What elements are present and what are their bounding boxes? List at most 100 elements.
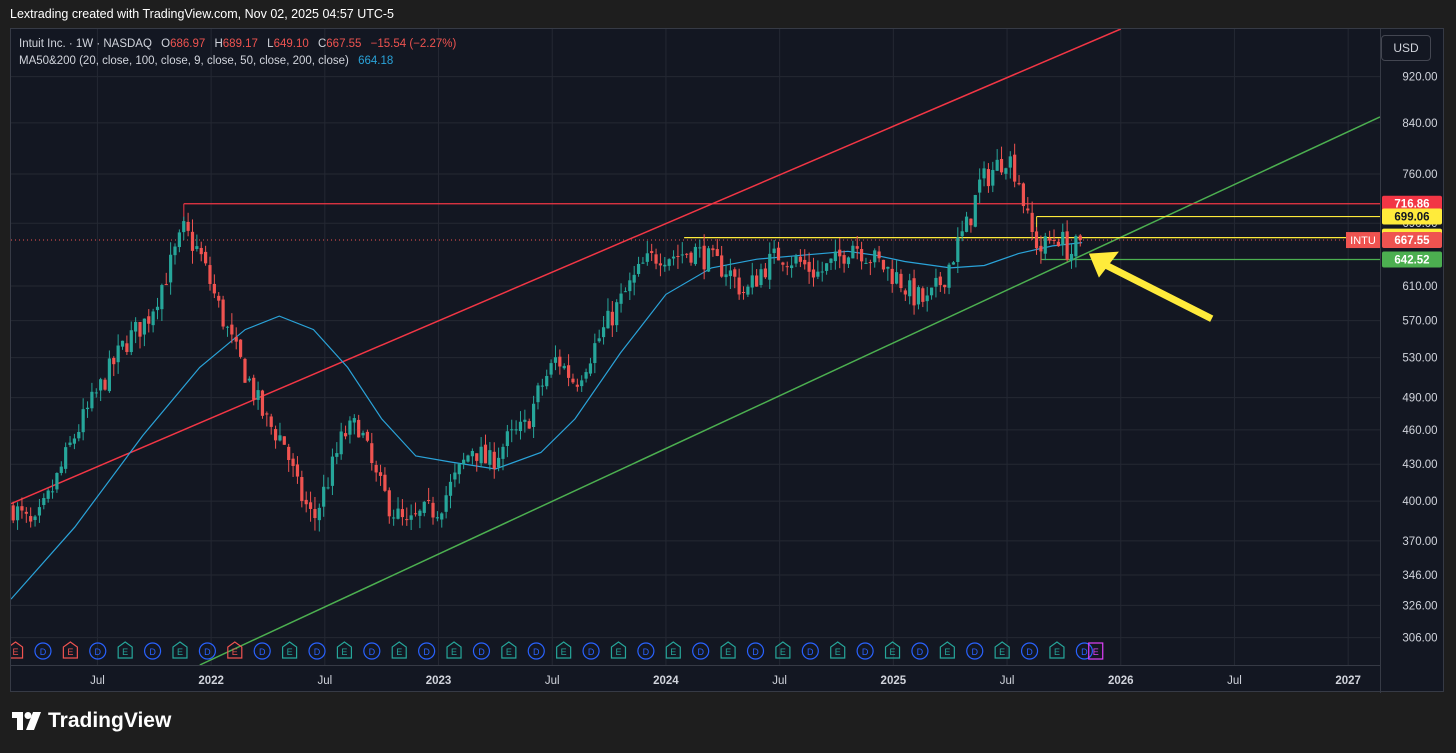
candle-body [308,502,313,509]
candle-body [322,486,326,507]
earnings-marker-shape [720,641,736,659]
candle-body [164,284,168,286]
dividend-marker-shape [143,642,162,660]
candle-body [343,433,348,437]
time-axis-divider [11,665,1380,666]
dividend-marker-shape [527,642,545,660]
candle-body [68,442,72,445]
earnings-marker-label: E [670,647,676,657]
candle-body [1017,183,1021,185]
earnings-marker-label: E [13,647,19,657]
dividend-marker-label: D [588,647,595,657]
earnings-marker-label: E [67,647,73,657]
plot-area [11,29,1380,665]
candle-body [619,293,623,304]
candle-body [488,450,492,465]
candle-body [243,358,247,383]
candle-body [317,507,321,521]
candle-body [514,429,518,431]
candle-body [964,216,969,232]
candle-body [147,316,151,324]
tradingview-logo: TradingView [12,709,171,733]
dividend-marker: D [856,642,874,660]
dividend-marker: D [34,642,52,660]
legend-close: 667.55 [326,38,362,50]
candle-body [1004,168,1008,174]
earnings-marker: E [282,641,298,659]
candle-body [763,268,767,278]
candle-body [15,506,20,521]
dividend-marker-label: D [314,647,321,657]
candle-body [654,254,658,264]
earnings-marker-label: E [944,647,950,657]
candle-body [658,263,663,266]
candle-body [160,285,164,310]
candle-body [46,490,50,499]
dividend-marker: D [637,642,655,660]
candle-body [77,431,81,439]
earnings-marker: E [830,641,846,659]
candle-body [1034,231,1039,249]
candle-body [365,431,370,441]
candle-body [142,318,146,335]
dividend-marker-label: D [259,647,266,657]
dividend-marker: D [911,642,929,660]
time-tick-label: 2024 [653,675,679,687]
time-tick-label: Jul [545,675,560,687]
earnings-marker: E [172,641,188,659]
candle-body [273,429,278,441]
candle-body [94,392,98,394]
earnings-marker: E [775,641,791,659]
candle-body [663,264,667,267]
candle-body [155,306,160,311]
candle-body [291,458,295,466]
earnings-marker: E [610,641,627,659]
candle-body [230,324,234,335]
candle-body [873,250,877,263]
level-price-tag-bg [1382,208,1442,225]
candle-body [208,265,212,284]
candle-body [265,413,269,415]
candle-body [348,420,352,435]
earnings-marker-label: E [506,647,512,657]
earnings-marker-label: E [287,647,293,657]
candle-body [99,379,103,391]
candle-body [921,288,925,302]
earnings-marker: E [11,641,24,659]
dividend-marker-shape [472,642,491,660]
candle-body [929,287,934,296]
last-price-tag-bg [1382,232,1442,249]
candle-body [894,272,899,284]
candle-body [173,246,177,256]
candle-body [1048,238,1052,241]
upcoming-earnings-label: E [1093,647,1099,657]
candle-body [615,302,619,326]
level-price-tag: 642.52 [1382,251,1442,268]
candle-body [247,378,251,381]
price-tick-label: 400.00 [1402,496,1437,508]
candle-body [24,511,28,514]
candle-body [943,284,947,288]
candle-body [112,357,116,365]
dividend-marker-shape [253,642,271,660]
candle-body [510,429,514,431]
candle-body [973,194,977,227]
time-tick-label: Jul [772,675,787,687]
candle-body [81,409,85,433]
candle-body [851,245,855,259]
candle-body [890,268,894,285]
dividend-marker-label: D [149,647,156,657]
candle-body [282,436,286,445]
dividend-marker: D [582,642,600,660]
candle-body [300,477,304,502]
dividend-marker-shape [856,642,874,660]
candle-body [886,266,890,269]
dividend-marker-label: D [917,647,924,657]
candle-body [497,457,501,468]
candle-body [374,464,378,473]
earnings-marker-label: E [232,647,238,657]
currency-button[interactable]: USD [1381,35,1431,61]
level-price-tag-label: 642.52 [1394,255,1429,267]
